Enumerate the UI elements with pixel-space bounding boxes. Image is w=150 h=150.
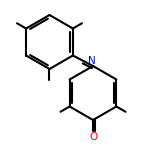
Text: O: O <box>89 132 97 142</box>
Text: N: N <box>88 56 95 66</box>
